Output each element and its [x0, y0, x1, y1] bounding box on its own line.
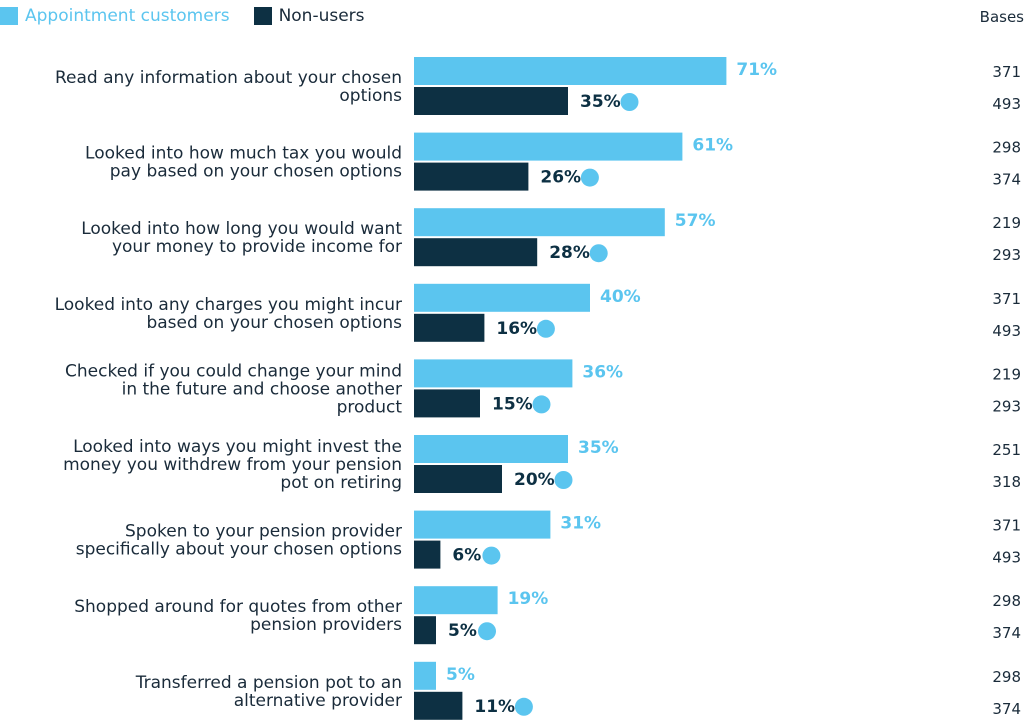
legend-label-nonusers: Non-users [278, 6, 365, 26]
data-label-appointment: 19% [508, 589, 549, 609]
bar-appointment [414, 661, 436, 690]
data-label-appointment: 31% [560, 514, 601, 534]
base-appointment: 219 [992, 214, 1021, 232]
legend-swatch-nonusers [253, 7, 272, 25]
base-nonusers: 374 [992, 700, 1021, 718]
data-label-appointment: 5% [446, 665, 475, 685]
data-label-appointment: 57% [675, 211, 716, 231]
significance-marker [478, 622, 496, 641]
base-appointment: 298 [992, 592, 1021, 610]
data-label-nonusers: 35% [580, 92, 621, 112]
significance-marker [532, 395, 551, 414]
bar-nonusers [414, 540, 441, 569]
bar-nonusers [414, 87, 568, 115]
legend-label-appointment: Appointment customers [25, 6, 230, 26]
data-label-nonusers: 11% [474, 697, 515, 717]
bar-nonusers [414, 465, 502, 493]
legend-item-nonusers: Non-users [253, 6, 365, 26]
significance-marker [482, 546, 501, 565]
base-appointment: 371 [992, 290, 1021, 308]
significance-marker [554, 471, 573, 489]
legend-swatch-appointment [0, 7, 18, 25]
category-label: Read any information about your chosen op… [55, 68, 402, 106]
category-label: Spoken to your pension provider specifica… [76, 522, 402, 560]
data-label-nonusers: 5% [448, 621, 477, 641]
category-label: Checked if you could change your mind in … [65, 361, 402, 417]
category-label: Looked into how much tax you would pay ba… [85, 144, 402, 182]
bar-appointment [414, 359, 573, 388]
base-appointment: 251 [992, 441, 1021, 459]
data-label-appointment: 71% [736, 60, 777, 80]
bar-appointment [414, 510, 551, 539]
base-nonusers: 293 [992, 246, 1021, 264]
category-label: Looked into how long you would want your … [81, 219, 402, 257]
category-label: Looked into any charges you might incur b… [55, 295, 403, 333]
bar-nonusers [414, 313, 485, 342]
base-nonusers: 374 [992, 624, 1021, 642]
significance-marker [620, 93, 639, 111]
bar-nonusers [414, 691, 463, 720]
data-label-nonusers: 26% [540, 168, 581, 188]
significance-marker [580, 168, 599, 187]
category-label: Transferred a pension pot to an alternati… [135, 673, 402, 711]
category-label: Shopped around for quotes from other pens… [74, 597, 402, 635]
base-appointment: 371 [992, 517, 1021, 535]
bar-appointment [414, 132, 683, 161]
base-appointment: 219 [992, 365, 1021, 383]
bar-appointment [414, 435, 568, 463]
base-nonusers: 374 [992, 171, 1021, 189]
data-label-nonusers: 28% [549, 243, 590, 263]
data-label-nonusers: 6% [452, 546, 481, 566]
base-nonusers: 318 [992, 473, 1021, 491]
bar-appointment [414, 586, 498, 615]
category-label: Looked into ways you might invest the mon… [63, 437, 402, 493]
bar-nonusers [414, 389, 480, 418]
base-appointment: 371 [992, 63, 1021, 81]
bar-nonusers [414, 616, 436, 645]
base-appointment: 298 [992, 668, 1021, 686]
base-nonusers: 293 [992, 397, 1021, 415]
base-appointment: 298 [992, 139, 1021, 157]
bar-nonusers [414, 162, 529, 191]
data-label-nonusers: 15% [492, 394, 533, 414]
data-label-nonusers: 20% [514, 470, 555, 490]
bar-appointment [414, 57, 727, 85]
legend-item-appointment: Appointment customers [0, 6, 230, 26]
base-nonusers: 493 [992, 322, 1021, 340]
data-label-appointment: 36% [582, 362, 623, 382]
bases-header: Bases [979, 8, 1024, 26]
significance-marker [514, 697, 533, 716]
data-label-appointment: 35% [578, 438, 619, 458]
data-label-appointment: 40% [600, 287, 641, 307]
bar-appointment [414, 208, 665, 237]
bar-nonusers [414, 238, 538, 267]
legend: Appointment customers Non-users [0, 6, 381, 26]
significance-marker [589, 244, 608, 263]
data-label-appointment: 61% [692, 136, 733, 156]
base-nonusers: 493 [992, 549, 1021, 567]
data-label-nonusers: 16% [496, 319, 537, 339]
bar-appointment [414, 283, 590, 312]
significance-marker [536, 319, 555, 338]
base-nonusers: 493 [992, 95, 1021, 113]
